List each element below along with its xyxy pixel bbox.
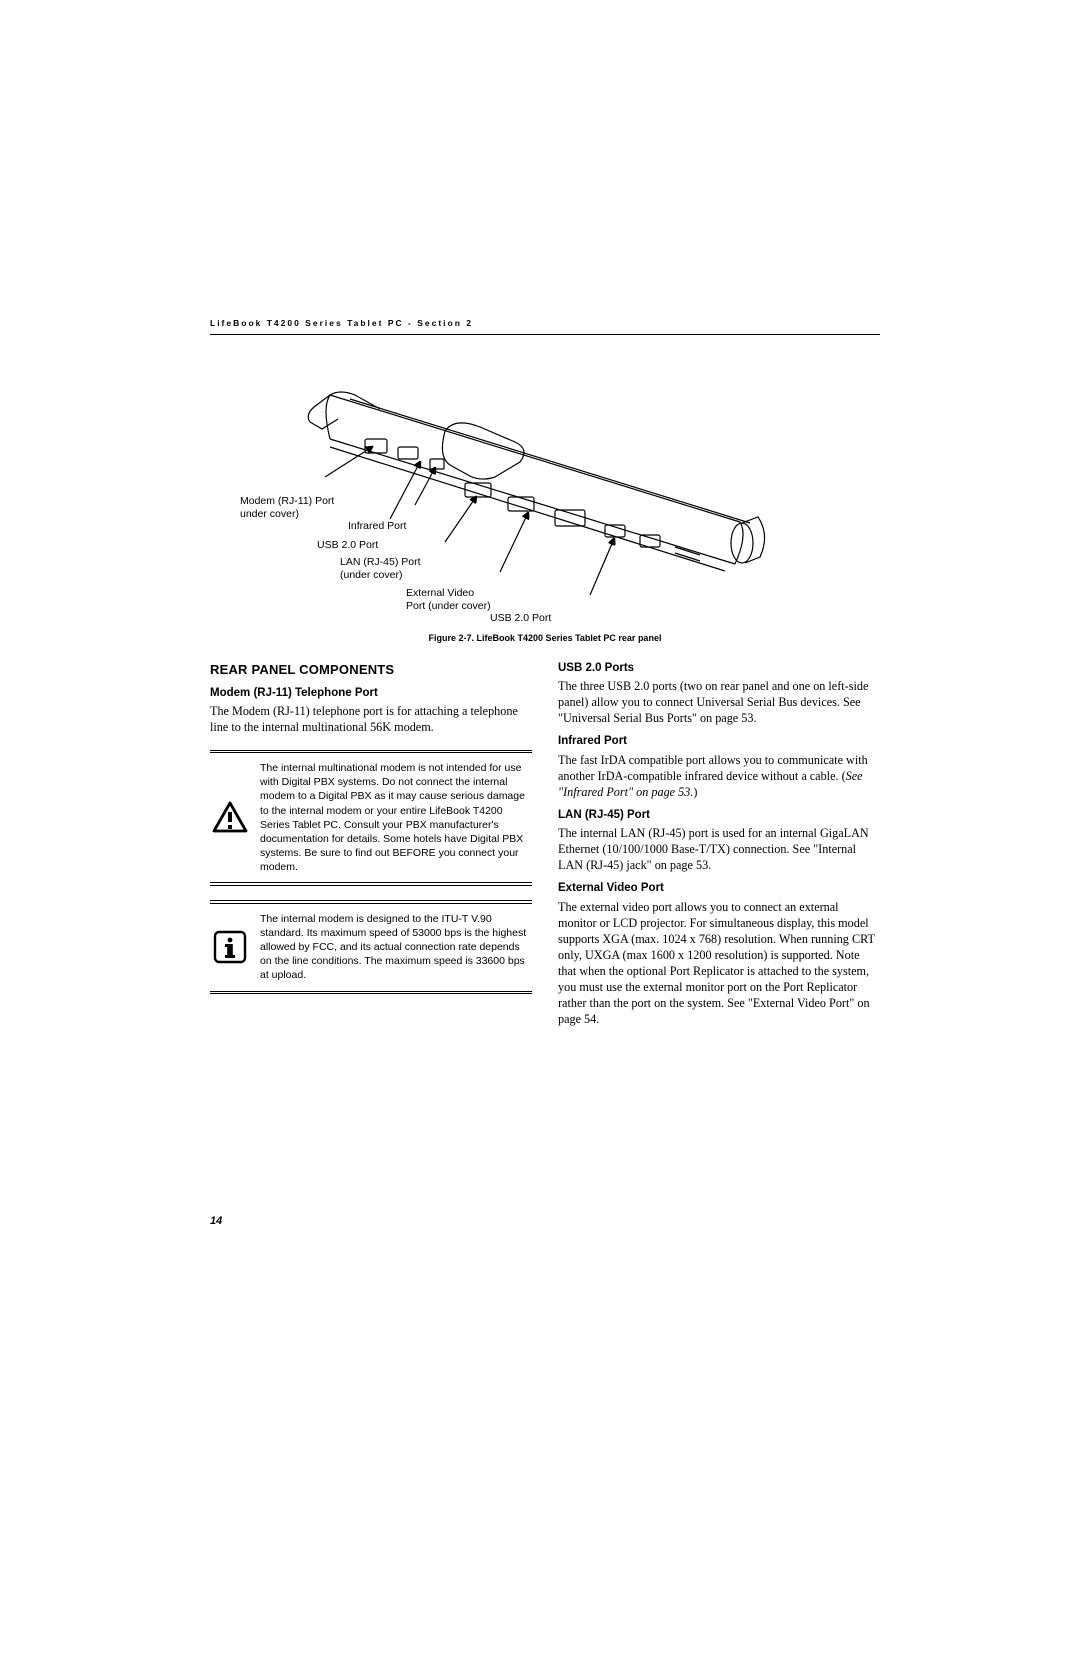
info-text: The internal modem is designed to the IT… — [260, 912, 532, 983]
lan-body: The internal LAN (RJ-45) port is used fo… — [558, 825, 880, 873]
callout-ext-video: External Video Port (under cover) — [406, 587, 491, 613]
page-number: 14 — [210, 1215, 222, 1227]
header-rule — [210, 334, 880, 335]
caution-icon — [210, 801, 250, 835]
usb-subhead: USB 2.0 Ports — [558, 661, 880, 676]
ir-body-2: ) — [693, 785, 697, 799]
right-column: USB 2.0 Ports The three USB 2.0 ports (t… — [558, 661, 880, 1035]
callout-lan: LAN (RJ-45) Port (under cover) — [340, 556, 421, 582]
info-icon — [210, 930, 250, 964]
section-title: REAR PANEL COMPONENTS — [210, 661, 532, 678]
lan-subhead: LAN (RJ-45) Port — [558, 808, 880, 823]
ir-body-1: The fast IrDA compatible port allows you… — [558, 753, 868, 783]
callout-usb-right: USB 2.0 Port — [490, 612, 551, 625]
callout-modem: Modem (RJ-11) Port under cover) — [240, 495, 334, 521]
figure-rear-panel: Modem (RJ-11) Port under cover) Infrared… — [210, 347, 880, 627]
page-content: LifeBook T4200 Series Tablet PC - Sectio… — [210, 318, 880, 1035]
infrared-body: The fast IrDA compatible port allows you… — [558, 752, 880, 800]
usb-body: The three USB 2.0 ports (two on rear pan… — [558, 678, 880, 726]
running-head: LifeBook T4200 Series Tablet PC - Sectio… — [210, 318, 880, 328]
caution-note: The internal multinational modem is not … — [210, 750, 532, 887]
callout-infrared: Infrared Port — [348, 520, 406, 533]
figure-caption: Figure 2-7. LifeBook T4200 Series Tablet… — [210, 633, 880, 643]
infrared-subhead: Infrared Port — [558, 734, 880, 749]
text-columns: REAR PANEL COMPONENTS Modem (RJ-11) Tele… — [210, 661, 880, 1035]
modem-body: The Modem (RJ-11) telephone port is for … — [210, 703, 532, 735]
caution-text: The internal multinational modem is not … — [260, 761, 532, 874]
callout-usb-left: USB 2.0 Port — [317, 539, 378, 552]
info-note: The internal modem is designed to the IT… — [210, 900, 532, 994]
modem-subhead: Modem (RJ-11) Telephone Port — [210, 686, 532, 701]
extvideo-subhead: External Video Port — [558, 881, 880, 896]
left-column: REAR PANEL COMPONENTS Modem (RJ-11) Tele… — [210, 661, 532, 1035]
extvideo-body: The external video port allows you to co… — [558, 899, 880, 1028]
